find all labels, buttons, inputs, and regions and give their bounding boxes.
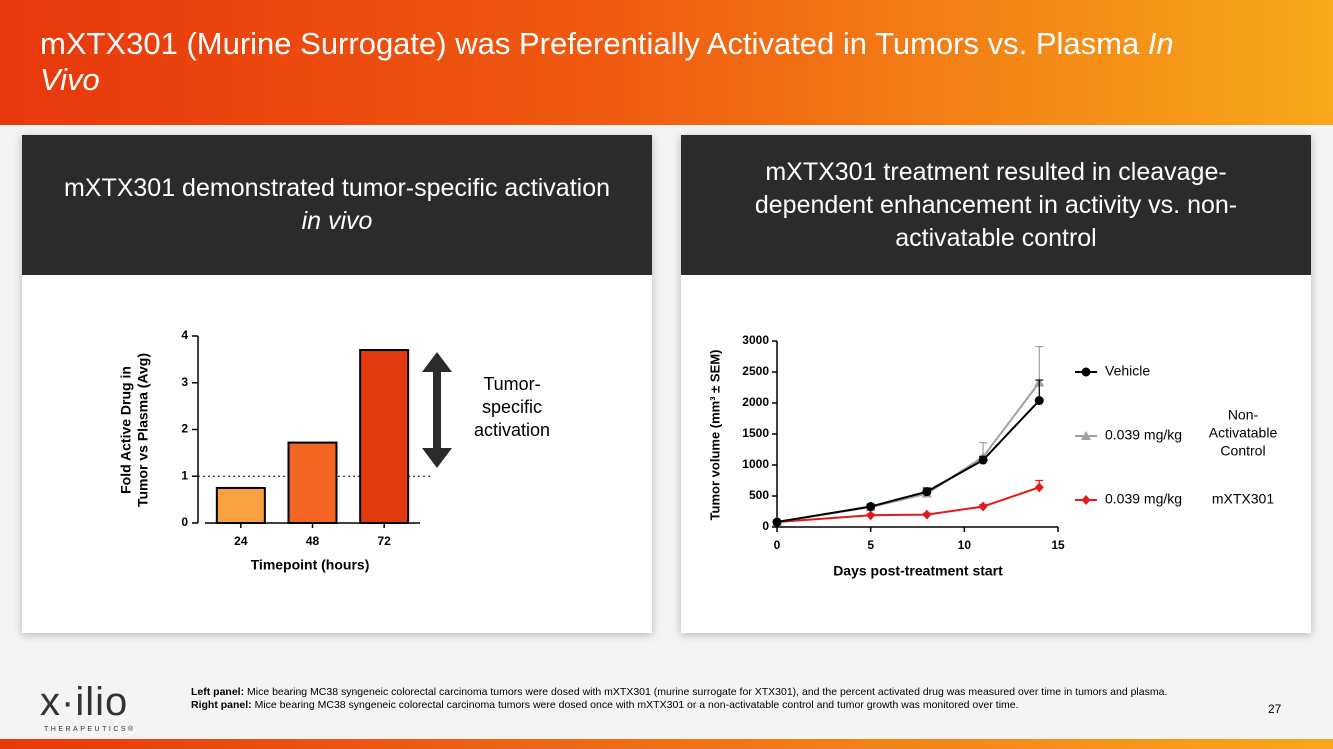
group-label: Activatable xyxy=(1209,425,1278,441)
footnote: Left panel: Mice bearing MC38 syngeneic … xyxy=(191,686,1251,699)
bar xyxy=(359,349,410,524)
series-line xyxy=(776,486,1040,524)
y-axis-label: Tumor vs Plasma (Avg) xyxy=(135,353,151,507)
marker xyxy=(772,517,782,527)
marker xyxy=(1034,482,1044,493)
y-tick-label: 4 xyxy=(181,328,188,342)
marker xyxy=(866,510,876,521)
footnote-label: Left panel: xyxy=(191,686,245,698)
panel-header: mXTX301 treatment resulted in cleavage-d… xyxy=(681,135,1311,275)
marker xyxy=(978,455,988,465)
marker xyxy=(1034,396,1044,406)
right-panel: mXTX301 treatment resulted in cleavage-d… xyxy=(681,135,1311,633)
x-axis-label: Days post-treatment start xyxy=(833,563,1003,579)
y-tick-label: 1500 xyxy=(742,426,769,440)
y-axis-label: Tumor volume (mm³ ± SEM) xyxy=(707,350,722,521)
logo-tagline: THERAPEUTICS® xyxy=(44,726,136,733)
y-tick-label: 500 xyxy=(749,488,769,502)
error-bar xyxy=(1035,345,1044,383)
legend-marker xyxy=(1081,367,1091,377)
y-tick-label: 1 xyxy=(181,468,188,482)
footnote-text: Mice bearing MC38 syngeneic colorectal c… xyxy=(251,699,1019,711)
x-tick-label: 48 xyxy=(306,534,320,548)
legend-label: Vehicle xyxy=(1105,363,1150,379)
annotation: specific xyxy=(482,397,542,417)
page-number: 27 xyxy=(1268,702,1282,716)
logo: x·ilio xyxy=(40,680,129,724)
marker xyxy=(866,502,876,512)
x-axis-label: Timepoint (hours) xyxy=(251,557,370,573)
panel-header: mXTX301 demonstrated tumor-specific acti… xyxy=(22,135,652,275)
group-label: Non- xyxy=(1228,407,1259,423)
series-line xyxy=(776,399,1040,524)
y-tick-label: 2000 xyxy=(742,395,769,409)
x-tick-label: 10 xyxy=(958,538,972,552)
y-axis-label: Fold Active Drug in xyxy=(118,366,134,494)
y-tick-label: 3000 xyxy=(742,333,769,347)
footnote-label: Right panel: xyxy=(191,699,252,711)
x-tick-label: 72 xyxy=(377,534,391,548)
group-label: mXTX301 xyxy=(1212,491,1274,507)
bar xyxy=(215,486,266,524)
footnote: Right panel: Mice bearing MC38 syngeneic… xyxy=(191,699,1251,712)
footnote-text: Mice bearing MC38 syngeneic colorectal c… xyxy=(244,686,1168,698)
group-label: Control xyxy=(1220,443,1265,459)
x-tick-label: 5 xyxy=(867,538,874,552)
arrow xyxy=(422,352,452,468)
y-tick-label: 3 xyxy=(181,375,188,389)
y-tick-label: 2 xyxy=(181,422,188,436)
header-text: mXTX301 treatment resulted in cleavage-d… xyxy=(754,157,1238,252)
annotation: activation xyxy=(474,420,550,440)
left-panel: mXTX301 demonstrated tumor-specific acti… xyxy=(22,135,652,633)
title-italic: In Vivo xyxy=(40,26,1174,97)
y-tick-label: 2500 xyxy=(742,364,769,378)
x-tick-label: 15 xyxy=(1051,538,1065,552)
y-tick-label: 0 xyxy=(181,515,188,529)
marker xyxy=(922,509,932,520)
y-tick-label: 1000 xyxy=(742,457,769,471)
x-tick-label: 0 xyxy=(774,538,781,552)
legend-marker xyxy=(1081,495,1091,505)
slide-title: mXTX301 (Murine Surrogate) was Preferent… xyxy=(40,26,1240,98)
marker xyxy=(978,501,988,512)
header-text: mXTX301 demonstrated tumor-specific acti… xyxy=(63,174,611,202)
footer-strip xyxy=(0,739,1333,749)
header-italic: in vivo xyxy=(301,207,373,235)
y-tick-label: 0 xyxy=(762,519,769,533)
legend-marker xyxy=(1081,431,1091,440)
bar xyxy=(287,441,338,524)
legend-label: 0.039 mg/kg xyxy=(1105,427,1182,443)
x-tick-label: 24 xyxy=(234,534,248,548)
legend-label: 0.039 mg/kg xyxy=(1105,491,1182,507)
marker xyxy=(922,487,932,497)
header-bar xyxy=(0,0,1333,125)
footnotes: Left panel: Mice bearing MC38 syngeneic … xyxy=(191,686,1251,712)
title-text: mXTX301 (Murine Surrogate) was Preferent… xyxy=(40,26,1148,61)
annotation: Tumor- xyxy=(483,374,540,394)
